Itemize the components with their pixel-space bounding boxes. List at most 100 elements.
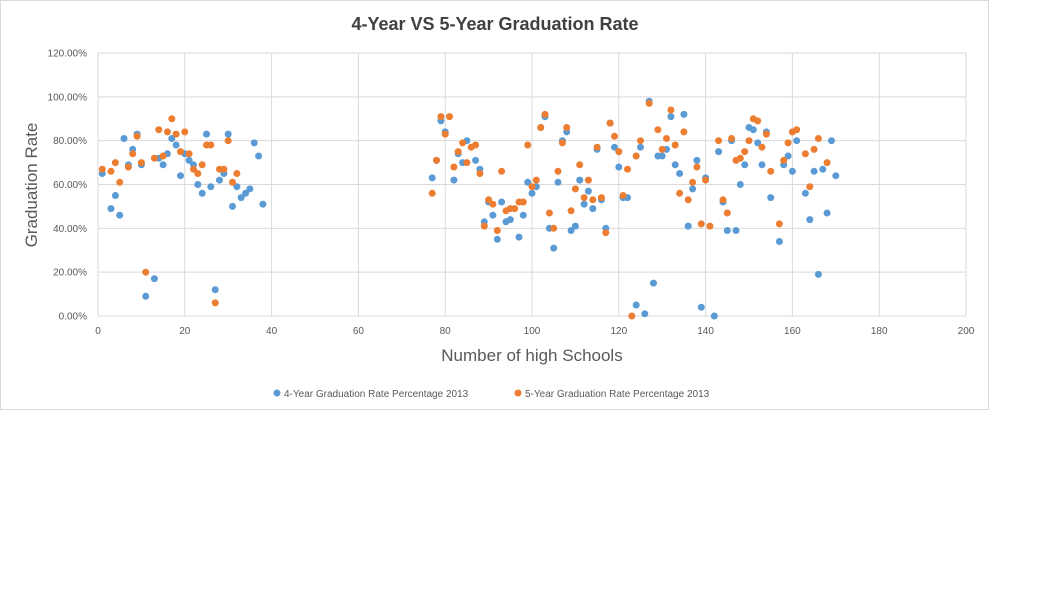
- point-5-year: [142, 268, 150, 276]
- point-4-year: [111, 192, 119, 199]
- point-4-year: [211, 286, 219, 294]
- point-5-year: [428, 189, 436, 197]
- point-5-year: [133, 132, 141, 140]
- point-5-year: [124, 163, 132, 171]
- point-4-year: [710, 312, 718, 320]
- point-5-year: [211, 299, 219, 307]
- point-5-year: [606, 119, 614, 127]
- point-5-year: [702, 176, 710, 184]
- point-5-year: [706, 222, 714, 230]
- point-5-year: [806, 183, 814, 191]
- point-4-year: [758, 161, 766, 169]
- point-5-year: [754, 117, 762, 125]
- point-5-year: [168, 115, 176, 123]
- point-5-year: [233, 170, 241, 177]
- point-5-year: [719, 196, 727, 204]
- point-4-year: [237, 194, 245, 202]
- point-4-year: [489, 211, 497, 219]
- point-5-year: [137, 159, 145, 167]
- point-5-year: [611, 132, 618, 140]
- point-4-year: [680, 110, 688, 118]
- point-4-year: [515, 233, 523, 241]
- point-5-year: [663, 135, 670, 142]
- point-5-year: [446, 113, 453, 121]
- point-4-year: [207, 183, 215, 191]
- point-5-year: [181, 128, 189, 136]
- point-5-year: [185, 150, 193, 158]
- x-tick-label: 200: [958, 326, 975, 337]
- point-5-year: [671, 141, 679, 149]
- point-4-year: [150, 275, 158, 283]
- point-5-year: [116, 178, 124, 186]
- point-5-year: [767, 167, 775, 175]
- point-5-year: [220, 165, 228, 173]
- point-5-year: [645, 99, 653, 107]
- point-5-year: [207, 141, 215, 149]
- point-5-year: [463, 159, 471, 167]
- point-5-year: [524, 141, 532, 149]
- point-4-year: [637, 143, 644, 151]
- point-4-year: [658, 152, 666, 160]
- point-4-year: [450, 176, 458, 184]
- point-4-year: [506, 216, 514, 224]
- point-4-year: [528, 189, 536, 197]
- point-5-year: [159, 152, 167, 160]
- point-4-year: [428, 174, 436, 182]
- point-5-year: [715, 137, 723, 145]
- point-5-year: [697, 220, 705, 228]
- point-4-year: [736, 181, 744, 188]
- point-5-year: [554, 167, 562, 175]
- point-4-year: [806, 216, 814, 224]
- point-4-year: [198, 189, 206, 197]
- point-5-year: [485, 196, 493, 204]
- point-5-year: [150, 154, 158, 162]
- point-5-year: [450, 163, 458, 171]
- point-4-year: [567, 227, 575, 234]
- point-4-year: [693, 156, 701, 164]
- point-4-year: [611, 143, 618, 151]
- y-tick-label: 60.00%: [53, 180, 87, 191]
- y-axis-title: Graduation Rate: [22, 123, 41, 248]
- point-4-year: [715, 148, 723, 156]
- point-4-year: [519, 211, 527, 219]
- point-4-year: [224, 130, 232, 138]
- point-5-year: [684, 196, 692, 204]
- point-5-year: [689, 178, 697, 186]
- point-5-year: [472, 141, 480, 149]
- point-4-year: [741, 161, 749, 169]
- point-5-year: [198, 161, 206, 169]
- series-5-year: [98, 99, 831, 320]
- point-5-year: [615, 148, 623, 156]
- x-tick-label: 80: [440, 326, 452, 337]
- point-4-year: [632, 301, 640, 309]
- legend-label-5-year: 5-Year Graduation Rate Percentage 2013: [525, 389, 710, 400]
- point-4-year: [828, 137, 835, 145]
- point-4-year: [498, 198, 506, 206]
- point-4-year: [120, 135, 128, 142]
- point-4-year: [819, 165, 827, 173]
- legend-marker-4-year: [273, 389, 281, 397]
- point-5-year: [537, 124, 545, 131]
- point-5-year: [619, 192, 627, 199]
- point-4-year: [723, 227, 731, 234]
- point-5-year: [762, 130, 770, 138]
- point-4-year: [689, 185, 697, 193]
- x-tick-label: 160: [784, 326, 801, 337]
- point-5-year: [459, 139, 467, 147]
- point-5-year: [736, 154, 744, 162]
- point-4-year: [472, 156, 480, 164]
- point-5-year: [489, 200, 497, 208]
- point-5-year: [741, 148, 749, 156]
- point-4-year: [250, 139, 258, 147]
- point-5-year: [107, 167, 115, 175]
- point-4-year: [589, 205, 597, 213]
- point-4-year: [749, 126, 757, 134]
- y-tick-label: 80.00%: [53, 136, 87, 147]
- point-5-year: [541, 110, 549, 118]
- point-4-year: [832, 172, 840, 180]
- point-4-year: [554, 178, 562, 186]
- point-4-year: [259, 200, 267, 208]
- point-5-year: [602, 229, 610, 237]
- point-5-year: [658, 145, 666, 153]
- point-4-year: [168, 135, 176, 142]
